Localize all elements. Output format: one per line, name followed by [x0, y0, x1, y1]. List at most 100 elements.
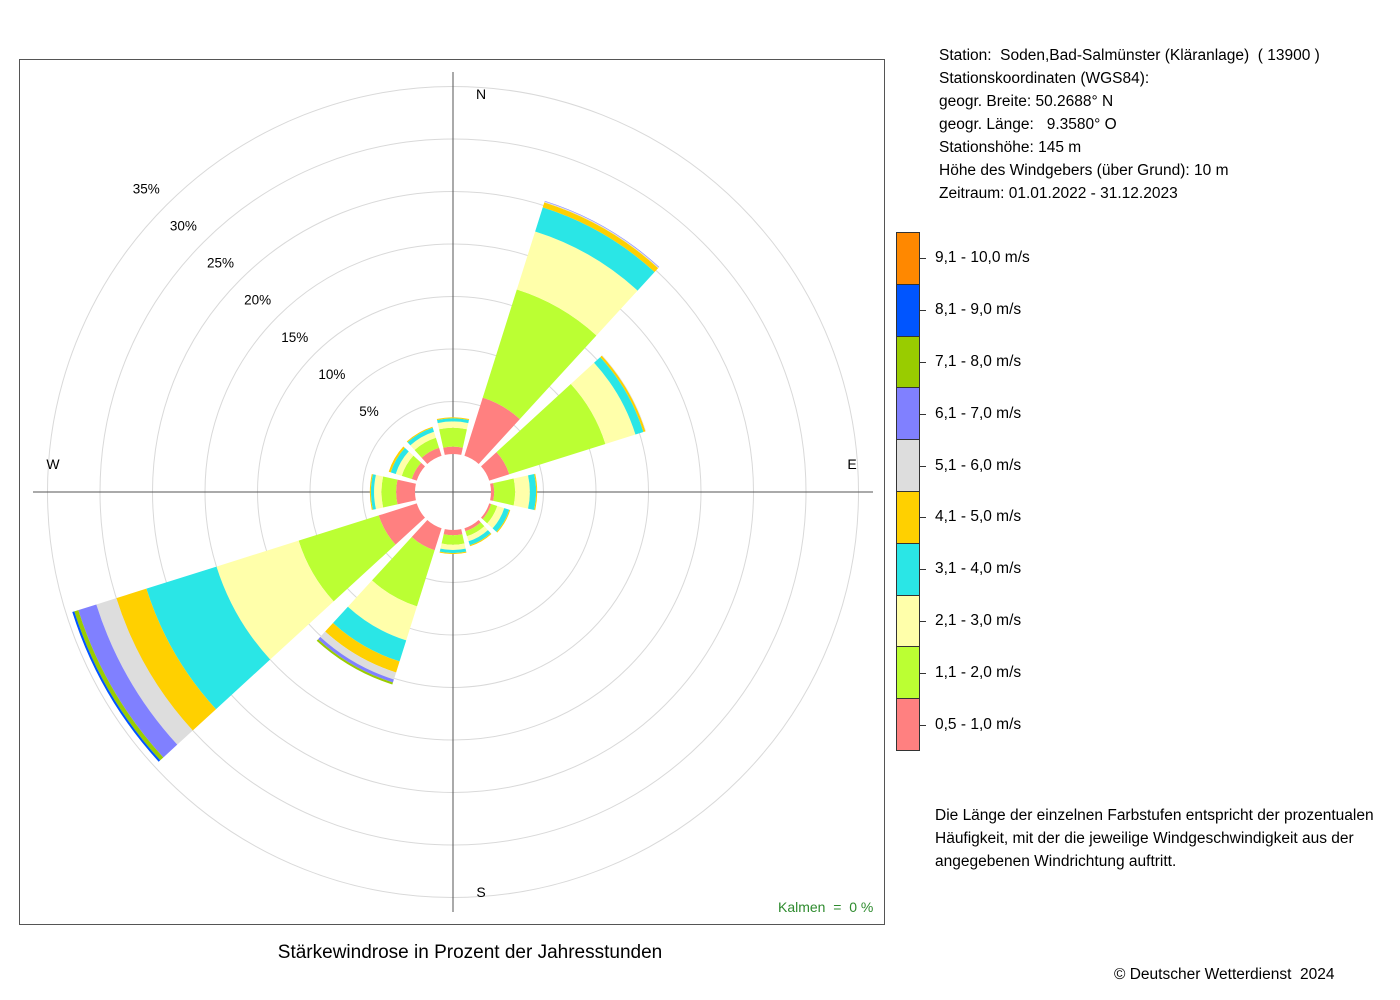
rose-segment [78, 604, 178, 758]
legend-tick [920, 621, 926, 623]
rose-segment [318, 636, 394, 683]
compass-label-e: E [847, 456, 856, 472]
rose-segment [469, 533, 492, 547]
rose-segment [466, 526, 488, 542]
rose-segment [496, 509, 511, 533]
legend-label: 7,1 - 8,0 m/s [935, 352, 1022, 370]
rose-segment [325, 622, 400, 673]
plot-frame [19, 59, 885, 925]
legend-label: 1,1 - 2,0 m/s [935, 664, 1022, 682]
legend-swatch [897, 594, 919, 647]
rose-segment [347, 580, 417, 641]
rose-segment [439, 551, 467, 555]
station-altitude: Stationshöhe: 145 m [939, 139, 1082, 156]
legend-label: 8,1 - 9,0 m/s [935, 300, 1022, 318]
legend-swatch [897, 387, 919, 440]
rose-segment [407, 427, 434, 446]
rose-segment [600, 355, 646, 432]
rose-segment [378, 503, 425, 545]
rose-segment [437, 421, 469, 430]
rose-segment [370, 474, 376, 510]
rose-segment [410, 431, 436, 451]
legend-swatch [897, 335, 919, 388]
rose-segment [381, 476, 398, 508]
legend-swatch [897, 542, 919, 595]
rose-segment [496, 384, 606, 475]
rose-segment [411, 462, 425, 481]
rose-segment [332, 606, 407, 662]
legend-swatch [897, 646, 919, 699]
rose-segment [369, 474, 373, 510]
rose-segment [371, 537, 435, 607]
legend-tick [920, 309, 926, 311]
rose-segment [516, 231, 638, 336]
legend-label: 2,1 - 3,0 m/s [935, 612, 1022, 630]
compass-label-n: N [476, 86, 486, 102]
ring-label: 5% [359, 404, 379, 419]
rose-segment [388, 446, 405, 473]
rose-segment [570, 362, 636, 444]
anemometer-height: Höhe des Windgebers (über Grund): 10 m [939, 162, 1229, 179]
rose-segment [513, 475, 530, 509]
legend-tick [920, 517, 926, 519]
legend-tick [920, 413, 926, 415]
legend-tick [920, 465, 926, 467]
legend-tick [920, 569, 926, 571]
ring-label: 35% [133, 181, 160, 196]
rose-segment [490, 483, 495, 501]
rose-segment [436, 417, 470, 421]
rose-segment [414, 437, 440, 458]
legend-tick [920, 725, 926, 727]
rose-segment [493, 478, 516, 506]
rose-segment [464, 397, 520, 464]
rose-segment [316, 639, 393, 685]
rose-segment [542, 202, 659, 272]
rose-segment [528, 474, 537, 510]
rose-segment [320, 631, 397, 680]
rose-segment [535, 207, 655, 291]
chart-title: Stärkewindrose in Prozent der Jahresstun… [277, 942, 663, 963]
legend-swatch [897, 283, 919, 336]
legend-label: 6,1 - 7,0 m/s [935, 404, 1022, 422]
station-longitude: geogr. Länge: 9.3580° O [939, 116, 1117, 133]
rose-segment [298, 515, 396, 602]
station-latitude: geogr. Breite: 50.2688° N [939, 93, 1114, 110]
ring-label: 25% [207, 256, 234, 271]
legend-label: 5,1 - 6,0 m/s [935, 456, 1022, 474]
rose-segment [116, 588, 216, 731]
rose-segment [411, 520, 442, 551]
rose-segment [390, 447, 409, 474]
rose-segment [395, 451, 414, 476]
rose-segment [468, 530, 491, 546]
rose-segment [439, 427, 467, 448]
rose-segment [406, 426, 433, 443]
station-coordinates-label: Stationskoordinaten (WGS84): [939, 70, 1150, 87]
ring-label: 15% [281, 330, 308, 345]
explanation-note: Die Länge der einzelnen Farbstufen entsp… [935, 807, 1374, 870]
ring-label: 30% [170, 218, 197, 233]
ring-label: 10% [318, 367, 345, 382]
legend-tick [920, 673, 926, 675]
rose-segment [96, 598, 193, 745]
rose-segment [74, 610, 164, 761]
legend-label: 9,1 - 10,0 m/s [935, 248, 1030, 266]
rose-segment [437, 418, 469, 424]
rose-segment [216, 540, 334, 660]
rose-segment [439, 548, 467, 554]
legend-swatch [897, 491, 919, 543]
calm-label: Kalmen = 0 % [778, 899, 874, 915]
rose-segment [443, 529, 463, 536]
copyright: © Deutscher Wetterdienst 2024 [1114, 966, 1335, 983]
legend-swatch [897, 439, 919, 492]
rose-segment [481, 503, 492, 520]
legend-label: 3,1 - 4,0 m/s [935, 560, 1022, 578]
rose-segment [443, 446, 463, 455]
rose-segment [481, 452, 510, 481]
legend-tick [920, 257, 926, 259]
legend-tick [920, 361, 926, 363]
speed-legend [896, 232, 920, 751]
rose-segment [464, 520, 481, 532]
rose-segment [465, 522, 485, 537]
rose-segment [594, 357, 644, 435]
